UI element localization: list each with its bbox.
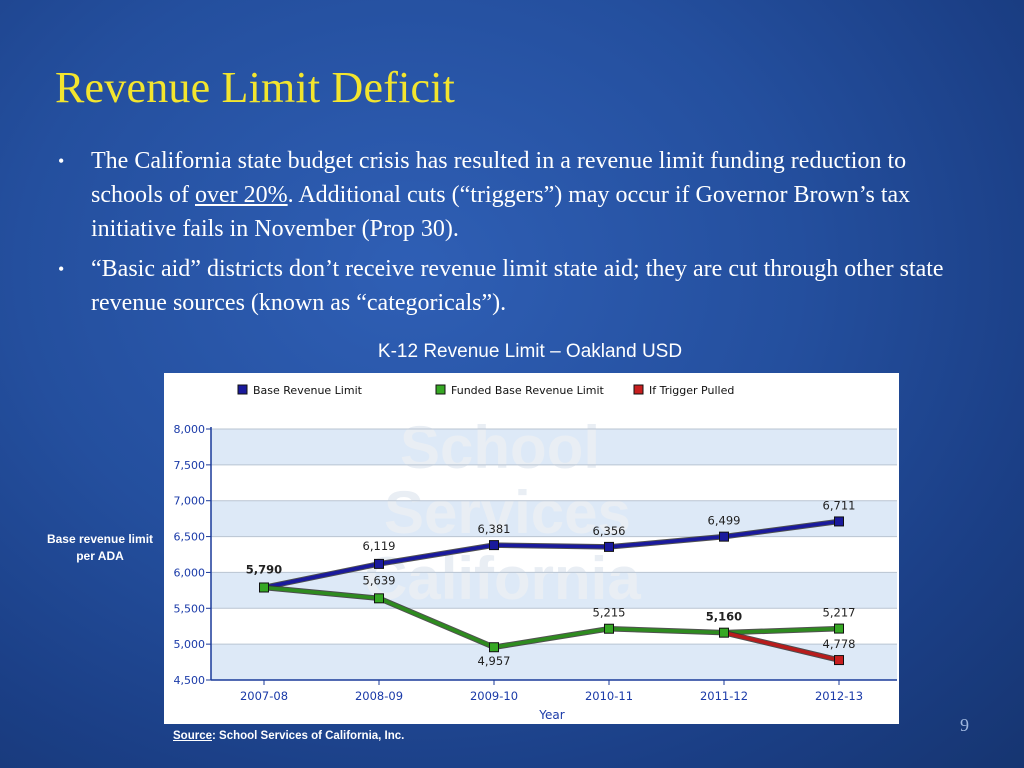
data-label: 4,957 — [478, 654, 511, 668]
legend-label: Funded Base Revenue Limit — [451, 384, 605, 397]
data-point-marker — [834, 516, 844, 527]
bullet-list: • The California state budget crisis has… — [58, 144, 968, 326]
bullet-item: • The California state budget crisis has… — [58, 144, 968, 246]
legend-swatch — [435, 384, 446, 395]
x-tick-label: 2007-08 — [240, 689, 288, 703]
grid-band — [211, 644, 897, 680]
y-tick-label: 7,000 — [174, 495, 206, 508]
data-label: 6,499 — [708, 514, 741, 528]
series-line — [722, 630, 841, 662]
data-label: 5,639 — [363, 573, 396, 587]
data-label: 5,790 — [246, 562, 282, 576]
data-point-marker — [259, 582, 269, 593]
chart-heading: K-12 Revenue Limit – Oakland USD — [377, 341, 683, 362]
y-tick-label: 4,500 — [174, 674, 206, 687]
bullet-text-part: The California state budget crisis has r… — [91, 148, 907, 208]
source-text: : School Services of California, Inc. — [212, 730, 405, 742]
bullet-text-part: . Additional cuts (“triggers”) may occur… — [91, 182, 911, 242]
series-line — [262, 519, 841, 590]
x-tick-label: 2009-10 — [470, 689, 518, 703]
chart-container: School Services California 4,500 5,000 5,500 6… — [164, 373, 899, 724]
bullet-marker: • — [58, 259, 65, 279]
data-point-marker — [719, 627, 729, 638]
y-tick-label: 5,000 — [174, 638, 206, 651]
grid-band — [211, 429, 897, 465]
page-number: 9 — [960, 715, 969, 735]
data-label: 5,160 — [706, 610, 742, 624]
bullet-underlined-text: over 20% — [195, 182, 288, 208]
y-tick-label: 6,500 — [174, 531, 206, 544]
data-point-marker — [604, 623, 614, 634]
legend-label: Base Revenue Limit — [253, 384, 363, 397]
data-label: 6,356 — [593, 524, 626, 538]
data-point-marker — [489, 540, 499, 551]
data-point-marker — [834, 655, 844, 666]
slide-title: Revenue Limit Deficit — [55, 63, 456, 112]
y-axis-label: Base revenue limit per ADA — [46, 532, 154, 563]
data-label: 5,217 — [823, 606, 856, 620]
x-tick-label: 2010-11 — [585, 689, 633, 703]
data-label: 5,215 — [593, 606, 626, 620]
bullet-item: • “Basic aid” districts don’t receive re… — [58, 252, 968, 320]
data-point-marker — [374, 593, 384, 604]
bullet-marker: • — [58, 151, 65, 171]
series-line — [262, 585, 841, 649]
x-tick-label: 2011-12 — [700, 689, 748, 703]
x-tick-label: 2012-13 — [815, 689, 863, 703]
data-point-marker — [604, 541, 614, 552]
data-label: 6,381 — [478, 522, 511, 536]
source-label: Source — [173, 730, 212, 742]
legend-label: If Trigger Pulled — [649, 384, 734, 397]
data-point-marker — [834, 623, 844, 634]
watermark-text: School — [400, 414, 600, 481]
source-note: Source: School Services of California, I… — [173, 730, 404, 742]
grid-band — [211, 572, 897, 609]
data-point-marker — [489, 642, 499, 653]
x-tick-label: 2008-09 — [355, 689, 403, 703]
data-label: 4,778 — [823, 637, 856, 651]
data-point-marker — [374, 558, 384, 569]
data-point-marker — [719, 531, 729, 542]
watermark-text: California — [364, 545, 641, 612]
y-tick-label: 6,000 — [174, 566, 206, 579]
y-tick-label: 7,500 — [174, 459, 206, 472]
legend-swatch — [633, 384, 644, 395]
data-label: 6,119 — [363, 539, 396, 553]
legend-swatch — [237, 384, 248, 395]
watermark-text: Services — [384, 479, 631, 546]
y-tick-label: 8,000 — [174, 423, 206, 436]
x-axis-label: Year — [538, 708, 564, 722]
bullet-text: “Basic aid” districts don’t receive reve… — [91, 256, 944, 316]
y-tick-label: 5,500 — [174, 602, 206, 615]
data-label: 6,711 — [823, 498, 856, 512]
